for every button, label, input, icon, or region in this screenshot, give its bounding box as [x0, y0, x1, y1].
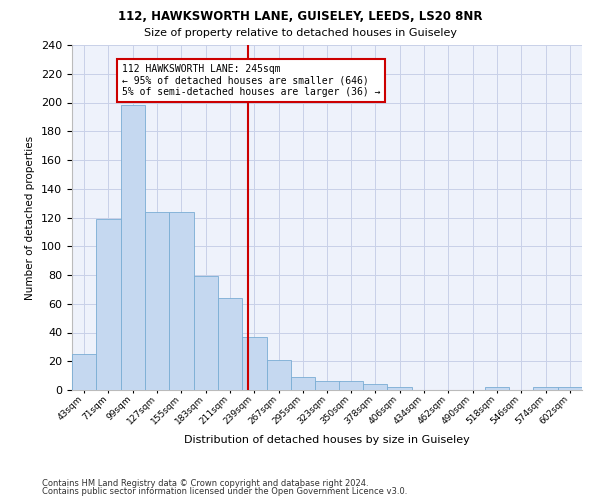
Bar [72, 354, 97, 390]
Text: Contains HM Land Registry data © Crown copyright and database right 2024.: Contains HM Land Registry data © Crown c… [42, 478, 368, 488]
Bar [266, 360, 291, 390]
Text: 112, HAWKSWORTH LANE, GUISELEY, LEEDS, LS20 8NR: 112, HAWKSWORTH LANE, GUISELEY, LEEDS, L… [118, 10, 482, 23]
Bar [485, 387, 509, 390]
Text: Size of property relative to detached houses in Guiseley: Size of property relative to detached ho… [143, 28, 457, 38]
Bar [145, 212, 169, 390]
Bar [533, 387, 557, 390]
Bar [291, 377, 315, 390]
Bar [339, 382, 363, 390]
Bar [169, 212, 194, 390]
Bar [194, 276, 218, 390]
Text: 112 HAWKSWORTH LANE: 245sqm
← 95% of detached houses are smaller (646)
5% of sem: 112 HAWKSWORTH LANE: 245sqm ← 95% of det… [122, 64, 380, 97]
Bar [557, 387, 582, 390]
Bar [242, 337, 266, 390]
Bar [315, 382, 340, 390]
X-axis label: Distribution of detached houses by size in Guiseley: Distribution of detached houses by size … [184, 434, 470, 444]
Bar [363, 384, 388, 390]
Bar [121, 106, 145, 390]
Text: Contains public sector information licensed under the Open Government Licence v3: Contains public sector information licen… [42, 487, 407, 496]
Bar [218, 298, 242, 390]
Bar [97, 219, 121, 390]
Bar [388, 387, 412, 390]
Y-axis label: Number of detached properties: Number of detached properties [25, 136, 35, 300]
